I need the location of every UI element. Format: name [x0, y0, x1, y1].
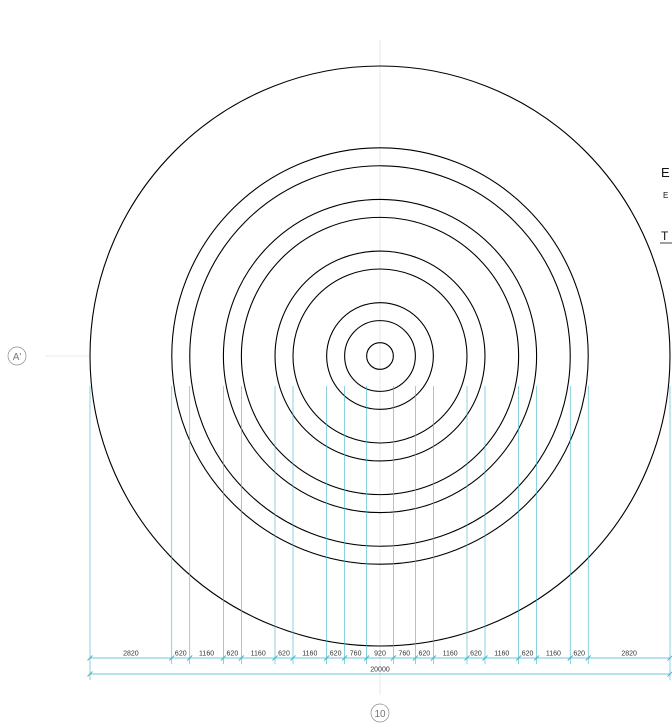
dimension-tick — [412, 655, 419, 661]
grid-axes — [45, 40, 381, 695]
dimension-label: 760 — [350, 651, 362, 658]
dimension-tick — [186, 655, 193, 661]
dimension-label: 620 — [522, 651, 534, 658]
ring-circle — [171, 147, 589, 565]
dimension-tick — [87, 655, 93, 661]
side-label-3: T — [661, 229, 669, 243]
dimension-tick — [272, 655, 278, 661]
grid-tag-column: 10 — [370, 703, 390, 723]
grid-tag-row: A' — [7, 346, 27, 366]
dimension-label: 620 — [175, 651, 187, 658]
ring-circle — [344, 320, 416, 392]
dimension-label: 920 — [374, 651, 386, 658]
dimension-label: 760 — [399, 651, 411, 658]
dimension-tick — [363, 655, 370, 661]
dimension-label: 620 — [470, 651, 482, 658]
dimension-tick — [482, 655, 488, 661]
ring-circle — [240, 216, 520, 496]
dimension-label: 1160 — [443, 651, 458, 658]
dimension-tick — [238, 655, 245, 661]
dimension-tick — [464, 655, 470, 661]
dimension-label: 2820 — [621, 651, 637, 658]
dimension-total-tick — [87, 671, 93, 677]
dimension-label: 1160 — [251, 651, 266, 658]
dimension-label: 1160 — [546, 651, 561, 658]
grid-tag-column-label: 10 — [374, 709, 386, 720]
dimension-label: 620 — [278, 651, 290, 658]
side-notes: E E T — [660, 165, 672, 244]
dimension-label: 620 — [330, 651, 342, 658]
dimension-tick — [567, 655, 574, 661]
dimension-tick — [290, 655, 296, 661]
ring-circle — [222, 198, 538, 514]
dimension-label: 1160 — [302, 651, 317, 658]
dimension-tick — [341, 655, 348, 661]
ring-circle — [89, 65, 671, 647]
dimension-label: 1160 — [199, 651, 214, 658]
dimension-extension-lines — [89, 386, 671, 680]
dimension-label: 1160 — [494, 651, 509, 658]
concentric-circles — [89, 65, 671, 647]
dimension-tick — [168, 655, 175, 661]
dimension-label: 620 — [227, 651, 239, 658]
dimension-tick — [533, 655, 540, 661]
dimension-tick — [515, 655, 522, 661]
dimension-tick — [390, 655, 397, 661]
ring-circle — [326, 302, 434, 410]
grid-tag-column-bubble — [370, 703, 390, 723]
grid-tag-row-bubble — [7, 346, 27, 366]
dimension-tick — [430, 655, 437, 661]
ring-circle — [189, 165, 571, 547]
side-label-1: E — [661, 165, 670, 180]
dimension-tick — [323, 655, 330, 661]
dimension-label: 620 — [573, 651, 585, 658]
dimension-label: 2820 — [123, 651, 139, 658]
dimension-total-label: 20000 — [370, 667, 390, 674]
ring-circle — [292, 268, 468, 444]
side-label-2: E — [663, 191, 668, 200]
grid-tag-row-label: A' — [13, 352, 22, 363]
dimension-chain: 2820 620 1160 620 1160 620 1160 620 760 920 760 620… — [87, 651, 672, 677]
ring-circle — [366, 342, 394, 370]
dimension-tick — [585, 655, 592, 661]
dimension-tick — [220, 655, 227, 661]
dimension-label: 620 — [419, 651, 431, 658]
ring-circle — [274, 250, 486, 462]
